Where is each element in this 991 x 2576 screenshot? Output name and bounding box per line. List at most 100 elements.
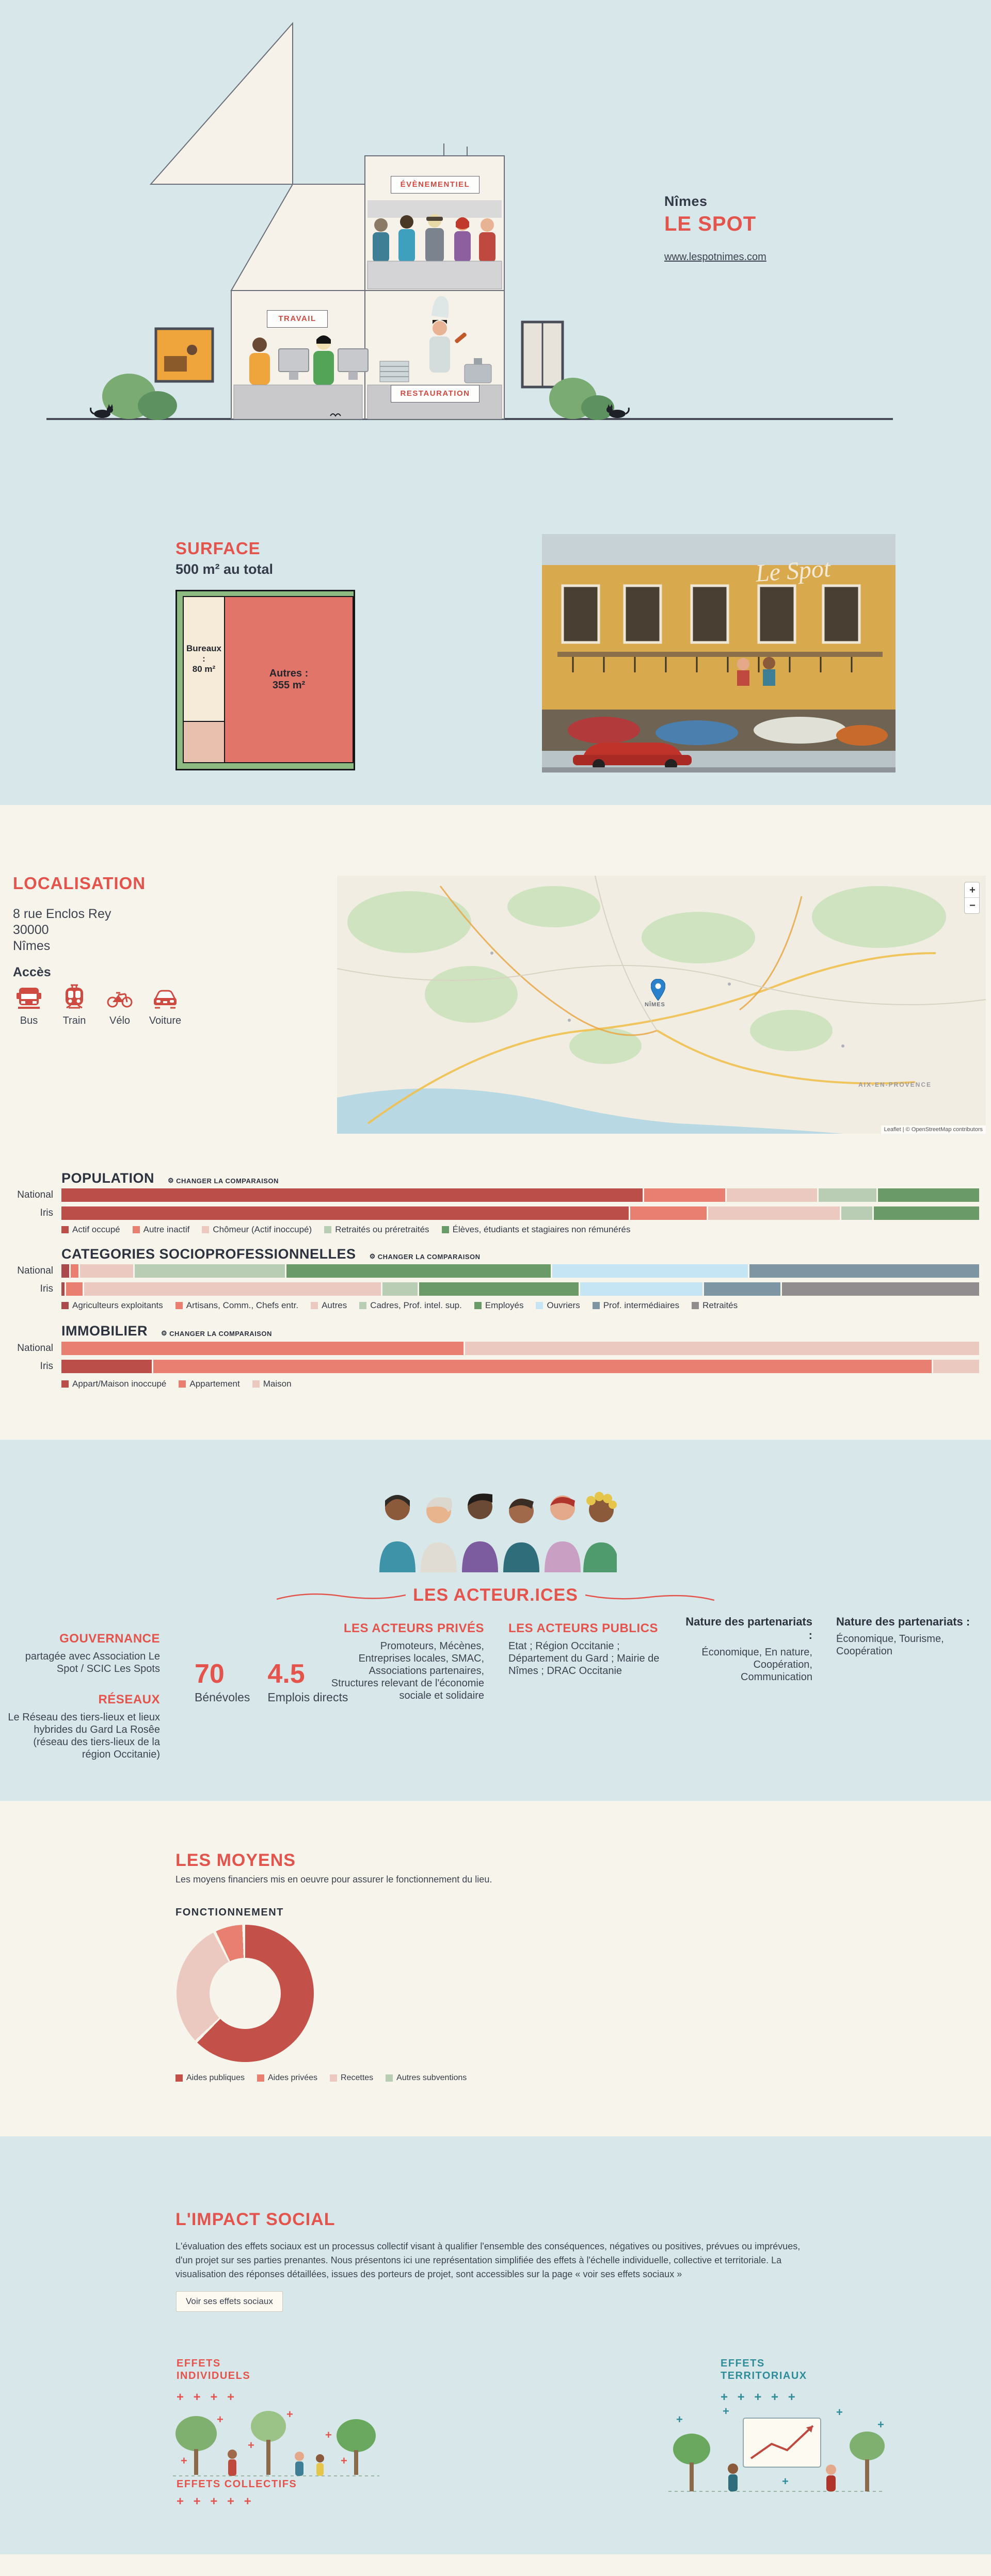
- legend-item: Autres subventions: [386, 2073, 467, 2083]
- csp-bars: National Iris: [10, 1264, 980, 1300]
- kitchen-props: [379, 358, 492, 383]
- legend-color-swatch: [692, 1302, 699, 1309]
- bar-row-label: Iris: [40, 1208, 53, 1218]
- bike-icon: [107, 992, 133, 1008]
- room-sign-restauration: RESTAURATION: [391, 385, 479, 403]
- population-bars: National Iris: [10, 1188, 980, 1225]
- website-link[interactable]: www.lespotnimes.com: [664, 251, 766, 263]
- graffiti: [568, 717, 888, 746]
- legend-item: Recettes: [330, 2073, 373, 2083]
- bar-track: [61, 1206, 979, 1220]
- bar-track: [61, 1282, 979, 1296]
- legend-label: Aides publiques: [186, 2073, 245, 2082]
- immobilier-changer-button[interactable]: ⚙ CHANGER LA COMPARAISON: [161, 1329, 272, 1338]
- map-zoom-in-button[interactable]: +: [965, 882, 979, 898]
- stat-value: 4.5: [267, 1659, 305, 1689]
- stat-benevoles: 70 Bénévoles: [195, 1661, 250, 1704]
- legend-color-swatch: [441, 1226, 449, 1233]
- bar-segment: [704, 1282, 782, 1296]
- legend-color-swatch: [257, 2074, 264, 2082]
- voir-effets-button[interactable]: Voir ses effets sociaux: [176, 2291, 283, 2312]
- bar-track: [61, 1360, 979, 1373]
- legend-item: Retraités ou préretraités: [324, 1225, 429, 1235]
- changer-label: CHANGER LA COMPARAISON: [377, 1252, 481, 1261]
- population-chart-title: POPULATION: [61, 1170, 154, 1186]
- legend-label: Autres subventions: [396, 2073, 467, 2082]
- bar-segment: [66, 1282, 85, 1296]
- legend-color-swatch: [386, 2074, 393, 2082]
- park-illustration-left: + + + + + +: [173, 2408, 379, 2476]
- partenariats-title: Nature des partenariats :: [836, 1615, 970, 1628]
- population-legend: Actif occupé Autre inactif Chômeur (Actif …: [61, 1225, 630, 1235]
- stat-emplois: 4.5 Emplois directs: [267, 1661, 348, 1704]
- mode-velo: Vélo: [100, 984, 139, 1027]
- surface-total: 500 m² au total: [175, 561, 274, 577]
- map-zoom-control: + −: [964, 882, 980, 914]
- bar-segment: [61, 1206, 631, 1220]
- bar-segment: [630, 1206, 709, 1220]
- address-block: 8 rue Enclos Rey 30000 Nîmes: [13, 906, 111, 954]
- city-title: Nîmes: [664, 194, 708, 209]
- car-icon: [154, 990, 177, 1009]
- people-group-illustration: [379, 1492, 617, 1572]
- mode-label: Vélo: [109, 1015, 131, 1026]
- legend-color-swatch: [311, 1302, 318, 1309]
- partenariats-text: Économique, Tourisme, Coopération: [836, 1633, 944, 1657]
- reseaux-text: Le Réseau des tiers-lieux et lieux hybri…: [8, 1712, 160, 1760]
- svg-text:+: +: [676, 2413, 683, 2426]
- address-postal: 30000: [13, 923, 49, 937]
- acteurs-prives-block: LES ACTEURS PRIVÉS Promoteurs, Mécènes, …: [328, 1621, 484, 1702]
- treemap-autres-label: Autres :: [269, 668, 309, 679]
- room-sign-evenementiel: ÉVÈNEMENTIEL: [391, 176, 479, 194]
- acteurs-prives-text: Promoteurs, Mécènes, Entreprises locales…: [331, 1640, 484, 1701]
- bar-segment: [465, 1342, 979, 1355]
- map-zoom-out-button[interactable]: −: [965, 898, 979, 913]
- stat-label: Emplois directs: [267, 1691, 348, 1704]
- surface-heading: SURFACE: [175, 539, 261, 558]
- bar-segment: [933, 1360, 979, 1373]
- legend-label: Retraités: [702, 1300, 738, 1310]
- address-city: Nîmes: [13, 939, 51, 953]
- building-cross-section-illustration: [46, 22, 893, 420]
- legend-item: Chômeur (Actif inoccupé): [202, 1225, 312, 1235]
- legend-item: Aides publiques: [175, 2073, 245, 2083]
- legend-label: Agriculteurs exploitants: [72, 1300, 163, 1310]
- acces-label: Accès: [13, 965, 51, 979]
- wavy-line-left: [277, 1593, 406, 1600]
- impact-heading: L'IMPACT SOCIAL: [175, 2210, 335, 2229]
- localisation-heading: LOCALISATION: [13, 874, 146, 893]
- bar-segment: [135, 1264, 286, 1278]
- map[interactable]: NÎMES AIX-EN-PROVENCE + − Leaflet | © Op…: [337, 876, 986, 1134]
- legend-color-swatch: [536, 1302, 544, 1309]
- bar-segment: [818, 1188, 878, 1202]
- bar-segment: [153, 1360, 934, 1373]
- bar-segment: [61, 1264, 71, 1278]
- cat-left: [90, 404, 113, 418]
- bar-segment: [873, 1206, 979, 1220]
- legend-item: Appartement: [179, 1379, 240, 1389]
- bar-row: National: [10, 1188, 980, 1202]
- bar-segment: [580, 1282, 704, 1296]
- effets-collectifs-plus: + + + + +: [177, 2494, 254, 2508]
- legend-item: Autres: [311, 1300, 347, 1311]
- population-changer-button[interactable]: ⚙ CHANGER LA COMPARAISON: [168, 1177, 279, 1185]
- bar-segment: [61, 1342, 466, 1355]
- bar-row-label: Iris: [40, 1361, 53, 1372]
- bar-segment: [84, 1282, 383, 1296]
- csp-title-row: CATEGORIES SOCIOPROFESSIONNELLES ⚙ CHANG…: [61, 1246, 481, 1262]
- map-marker-icon[interactable]: [651, 979, 665, 1001]
- legend-item: Appart/Maison inoccupé: [61, 1379, 166, 1389]
- map-attribution[interactable]: Leaflet | © OpenStreetMap contributors: [881, 1125, 986, 1134]
- hero-title-block: Nîmes LE SPOT www.lespotnimes.com: [664, 194, 881, 263]
- bar-row-label: National: [17, 1189, 53, 1200]
- event-people: [373, 214, 496, 262]
- cat-right: [606, 404, 630, 418]
- csp-legend: Agriculteurs exploitants Artisans, Comm.,…: [61, 1300, 738, 1311]
- impact-paragraph: L'évaluation des effets sociaux est un p…: [175, 2241, 801, 2279]
- csp-changer-button[interactable]: ⚙ CHANGER LA COMPARAISON: [370, 1252, 481, 1261]
- access-modes: Bus Train: [9, 984, 185, 1027]
- legend-color-swatch: [592, 1302, 600, 1309]
- mode-voiture: Voiture: [146, 984, 185, 1027]
- treemap-autres-value: 355 m²: [272, 680, 306, 691]
- svg-text:+: +: [877, 2418, 884, 2431]
